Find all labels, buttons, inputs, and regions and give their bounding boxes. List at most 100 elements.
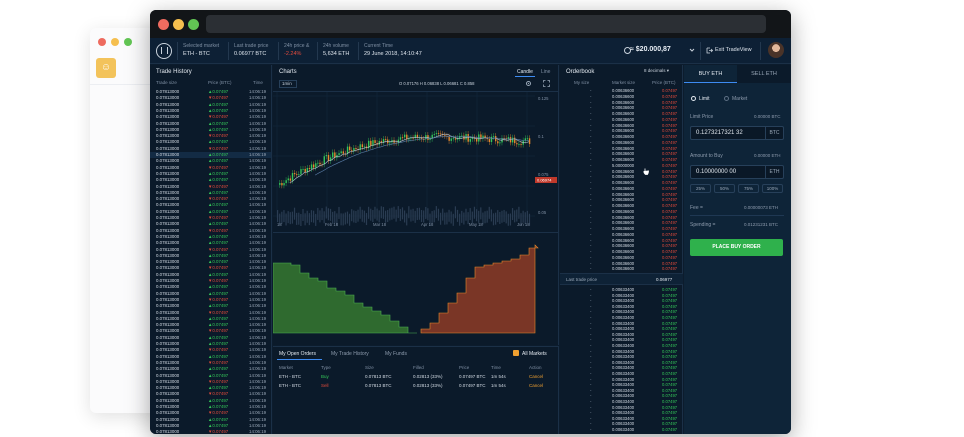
chevron-down-icon[interactable] [689, 47, 695, 53]
selected-market[interactable]: Selected market ETH - BTC [183, 42, 219, 58]
trade-history-row[interactable]: 0.07813000 ▼0.07497 14:06:19 [150, 347, 271, 353]
orderbook-bid-row[interactable]: - 0.00633400 0.07497 [568, 388, 682, 394]
close-button[interactable] [158, 19, 169, 30]
orderbook-ask-row[interactable]: - 0.00636600 0.07497 [568, 197, 682, 203]
orderbook-bid-row[interactable]: - 0.00633400 0.07497 [568, 382, 682, 388]
trade-history-row[interactable]: 0.07813000 ▼0.07497 14:06:19 [150, 228, 271, 234]
limit-price-input[interactable]: 0.1273217321 32 BTC [690, 126, 784, 140]
orderbook-bid-row[interactable]: - 0.00633400 0.07497 [568, 343, 682, 349]
trade-history-row[interactable]: 0.07813000 ▼0.07497 14:06:19 [150, 114, 271, 120]
orderbook-ask-row[interactable]: - 0.00636600 0.07497 [568, 105, 682, 111]
orderbook-ask-row[interactable]: - 0.00636600 0.07497 [568, 157, 682, 163]
orderbook-bid-row[interactable]: - 0.00633400 0.07497 [568, 337, 682, 343]
open-order-row[interactable]: ETH - BTC Sell 0.07813 BTC 0.02813 (33%) 0.0… [273, 382, 559, 391]
user-avatar[interactable] [768, 42, 784, 58]
trade-history-row[interactable]: 0.07813000 ▼0.07497 14:06:19 [150, 247, 271, 253]
orderbook-ask-row[interactable]: - 0.00636600 0.07497 [568, 117, 682, 123]
orderbook-bid-row[interactable]: - 0.00633400 0.07497 [568, 410, 682, 416]
trade-history-row[interactable]: 0.07813000 ▲0.07497 14:06:19 [150, 366, 271, 372]
orderbook-ask-row[interactable]: - 0.00636600 0.07497 [568, 215, 682, 221]
trade-history-row[interactable]: 0.07813000 ▲0.07497 14:06:19 [150, 316, 271, 322]
tab-my-funds[interactable]: My Funds [385, 351, 407, 357]
orderbook-bid-row[interactable]: - 0.00633400 0.07497 [568, 399, 682, 405]
orderbook-bid-row[interactable]: - 0.00633400 0.07497 [568, 293, 682, 299]
trade-history-row[interactable]: 0.07813000 ▲0.07497 14:06:19 [150, 385, 271, 391]
orderbook-ask-row[interactable]: - 0.00636600 0.07497 [568, 174, 682, 180]
orderbook-ask-row[interactable]: - 0.00636600 0.07497 [568, 209, 682, 215]
trade-history-row[interactable]: 0.07813000 ▲0.07497 14:06:19 [150, 354, 271, 360]
orderbook-bid-row[interactable]: - 0.00633400 0.07497 [568, 315, 682, 321]
orderbook-ask-row[interactable]: - 0.00636600 0.07497 [568, 261, 682, 267]
trade-history-row[interactable]: 0.07813000 ▼0.07497 14:06:19 [150, 184, 271, 190]
orderbook-bid-row[interactable]: - 0.00633400 0.07497 [568, 354, 682, 360]
trade-history-row[interactable]: 0.07813000 ▲0.07497 14:06:19 [150, 152, 271, 159]
trade-history-row[interactable]: 0.07813000 ▲0.07497 14:06:19 [150, 253, 271, 259]
trade-history-row[interactable]: 0.07813000 ▼0.07497 14:06:19 [150, 133, 271, 139]
fullscreen-icon[interactable] [543, 80, 550, 87]
cancel-button[interactable]: Cancel [529, 374, 544, 379]
orderbook-ask-row[interactable]: - 0.00636600 0.07497 [568, 186, 682, 192]
trade-history-row[interactable]: 0.07813000 ▼0.07497 14:06:19 [150, 410, 271, 416]
orderbook-ask-row[interactable]: - 0.00636600 0.07497 [568, 169, 682, 175]
decimals-select[interactable]: 8 decimals ▾ [644, 68, 670, 73]
trade-history-row[interactable]: 0.07813000 ▼0.07497 14:06:19 [150, 328, 271, 334]
trade-history-row[interactable]: 0.07813000 ▲0.07497 14:06:19 [150, 341, 271, 347]
trade-history-row[interactable]: 0.07813000 ▼0.07497 14:06:19 [150, 429, 271, 434]
trade-history-row[interactable]: 0.07813000 ▼0.07497 14:06:19 [150, 278, 271, 284]
percent-100-button[interactable]: 100% [762, 184, 783, 193]
orderbook-bid-row[interactable]: - 0.00633400 0.07497 [568, 298, 682, 304]
orderbook-bid-row[interactable]: - 0.00633400 0.07497 [568, 287, 682, 293]
orderbook-bid-row[interactable]: - 0.00633400 0.07497 [568, 416, 682, 422]
trade-history-row[interactable]: 0.07813000 ▲0.07497 14:06:19 [150, 121, 271, 127]
trade-history-row[interactable]: 0.07813000 ▲0.07497 14:06:19 [150, 291, 271, 297]
orderbook-ask-row[interactable]: - 0.00636600 0.07497 [568, 134, 682, 140]
tab-my-trade-history[interactable]: My Trade History [331, 351, 369, 357]
maximize-button[interactable] [188, 19, 199, 30]
orderbook-ask-row[interactable]: - 0.00636600 0.07497 [568, 266, 682, 272]
amount-input[interactable]: 0.10000000 00 ETH [690, 165, 784, 179]
trade-history-row[interactable]: 0.07813000 ▲0.07497 14:06:19 [150, 417, 271, 423]
orderbook-bid-row[interactable]: - 0.00633400 0.07497 [568, 405, 682, 411]
trade-history-row[interactable]: 0.07813000 ▲0.07497 14:06:19 [150, 102, 271, 108]
orderbook-bid-row[interactable]: - 0.00633400 0.07497 [568, 309, 682, 315]
percent-25-button[interactable]: 25% [690, 184, 711, 193]
trade-history-row[interactable]: 0.07813000 ▲0.07497 14:06:19 [150, 202, 271, 208]
orderbook-bid-row[interactable]: - 0.00633400 0.07497 [568, 371, 682, 377]
price-chart[interactable]: 0.125 0.1 0.075 0.05 18 Feb 18 Mar 18 Apr 18 May… [273, 92, 559, 232]
orderbook-ask-row[interactable]: - 0.00636600 0.07497 [568, 243, 682, 249]
orderbook-ask-row[interactable]: - 0.00636600 0.07497 [568, 146, 682, 152]
trade-history-row[interactable]: 0.07813000 ▼0.07497 14:06:19 [150, 196, 271, 202]
balance-value[interactable]: ≈ $20.000,87 [630, 46, 671, 53]
orderbook-bid-row[interactable]: - 0.00633400 0.07497 [568, 326, 682, 332]
orderbook-ask-row[interactable]: - 0.00636600 0.07497 [568, 180, 682, 186]
trade-history-row[interactable]: 0.07813000 ▲0.07497 14:06:19 [150, 303, 271, 309]
trade-history-row[interactable]: 0.07813000 ▲0.07497 14:06:19 [150, 127, 271, 133]
trade-history-row[interactable]: 0.07813000 ▲0.07497 14:06:19 [150, 139, 271, 145]
orderbook-bid-row[interactable]: - 0.00633400 0.07497 [568, 377, 682, 383]
trade-history-row[interactable]: 0.07813000 ▼0.07497 14:06:19 [150, 297, 271, 303]
depth-chart[interactable] [273, 233, 559, 345]
trade-history-row[interactable]: 0.07813000 ▼0.07497 14:06:19 [150, 265, 271, 271]
trade-history-row[interactable]: 0.07813000 ▼0.07497 14:06:19 [150, 165, 271, 171]
trade-history-row[interactable]: 0.07813000 ▲0.07497 14:06:19 [150, 398, 271, 404]
trade-history-row[interactable]: 0.07813000 ▲0.07497 14:06:19 [150, 404, 271, 410]
trade-history-row[interactable]: 0.07813000 ▲0.07497 14:06:19 [150, 89, 271, 95]
trade-history-row[interactable]: 0.07813000 ▲0.07497 14:06:19 [150, 259, 271, 265]
orderbook-ask-row[interactable]: - 0.00636600 0.07497 [568, 255, 682, 261]
orderbook-bid-row[interactable]: - 0.00633400 0.07497 [568, 332, 682, 338]
orderbook-ask-row[interactable]: - 5.00000000 0.07497 [568, 163, 682, 169]
orderbook-ask-row[interactable]: - 0.00636600 0.07497 [568, 88, 682, 94]
orderbook-ask-row[interactable]: - 0.00636600 0.07497 [568, 232, 682, 238]
orderbook-ask-row[interactable]: - 0.00636600 0.07497 [568, 203, 682, 209]
orderbook-bid-row[interactable]: - 0.00633400 0.07497 [568, 349, 682, 355]
trade-history-row[interactable]: 0.07813000 ▼0.07497 14:06:19 [150, 95, 271, 101]
percent-50-button[interactable]: 50% [714, 184, 735, 193]
settings-gear-icon[interactable] [525, 80, 532, 87]
trade-history-row[interactable]: 0.07813000 ▼0.07497 14:06:19 [150, 215, 271, 221]
orderbook-ask-row[interactable]: - 0.00636600 0.07497 [568, 123, 682, 129]
orderbook-bid-row[interactable]: - 0.00633400 0.07497 [568, 365, 682, 371]
orderbook-ask-row[interactable]: - 0.00636600 0.07497 [568, 100, 682, 106]
cancel-button[interactable]: Cancel [529, 383, 544, 388]
orderbook-ask-row[interactable]: - 0.00636600 0.07497 [568, 238, 682, 244]
open-order-row[interactable]: ETH - BTC Buy 0.07813 BTC 0.02813 (33%) 0.07… [273, 373, 559, 382]
